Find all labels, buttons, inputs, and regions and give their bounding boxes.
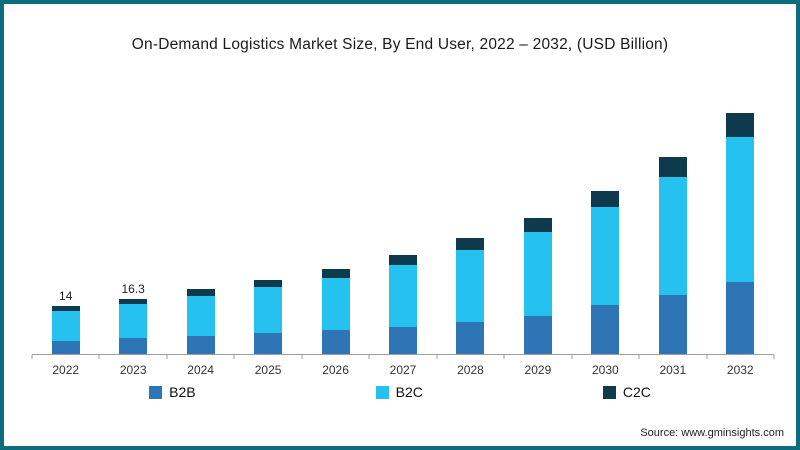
segment-b2c-2023 [119, 304, 148, 339]
segment-b2c-2028 [456, 250, 485, 322]
bar-column-2027 [369, 255, 436, 354]
segment-b2b-2025 [254, 333, 283, 354]
stacked-bar-2031 [658, 156, 687, 354]
segment-b2b-2031 [658, 294, 687, 354]
stacked-bar-2027 [388, 255, 417, 354]
bar-column-2024 [167, 289, 234, 354]
x-tick-label-2026: 2026 [322, 363, 349, 377]
segment-c2c-2027 [388, 255, 417, 266]
segment-b2b-2024 [186, 336, 215, 354]
stacked-bar-2022 [51, 306, 80, 354]
stacked-bar-2026 [321, 269, 350, 354]
x-axis-tick [638, 355, 640, 359]
x-tick-label-2032: 2032 [726, 363, 754, 377]
segment-c2c-2024 [186, 289, 215, 296]
x-axis-tick [368, 355, 370, 359]
legend-label-c2c: C2C [622, 384, 651, 400]
segment-c2c-2029 [523, 218, 552, 232]
x-tick-label-2029: 2029 [524, 363, 552, 377]
legend-swatch-b2b [149, 385, 163, 399]
segment-b2c-2031 [658, 176, 687, 295]
segment-b2b-2027 [388, 326, 417, 354]
plot-area: 14 16.3 [32, 99, 774, 354]
x-axis-tick [233, 355, 235, 359]
bar-column-2023: 16.3 [99, 282, 166, 354]
segment-b2c-2025 [254, 287, 283, 334]
x-tick-label-2031: 2031 [659, 363, 687, 377]
segment-c2c-2025 [254, 279, 283, 288]
bar-value-label-2023: 16.3 [121, 281, 145, 296]
bar-column-2026 [302, 269, 369, 354]
x-tick-label-2028: 2028 [457, 363, 484, 377]
segment-b2b-2029 [523, 315, 552, 354]
legend-item-b2b: B2B [149, 384, 196, 400]
segment-c2c-2023 [119, 298, 148, 305]
bar-column-2028 [437, 238, 504, 354]
chart-title: On-Demand Logistics Market Size, By End … [131, 36, 669, 53]
segment-c2c-2022 [51, 306, 80, 312]
segment-c2c-2026 [321, 269, 350, 278]
segment-b2c-2030 [591, 207, 620, 305]
bar-column-2032 [707, 112, 774, 354]
stacked-bar-2028 [456, 238, 485, 354]
x-tick-label-2030: 2030 [592, 363, 619, 377]
x-tick-label-2024: 2024 [187, 363, 214, 377]
source-attribution: Source: www.gminsights.com [640, 427, 784, 439]
segment-c2c-2031 [658, 156, 687, 177]
segment-b2c-2022 [51, 311, 80, 341]
bar-column-2029 [504, 218, 571, 354]
legend-item-c2c: C2C [602, 384, 651, 400]
legend-swatch-b2c [375, 385, 389, 399]
x-tick-label-2027: 2027 [389, 363, 417, 377]
x-axis-tick [503, 355, 505, 359]
segment-b2b-2026 [321, 330, 350, 354]
segment-b2c-2032 [726, 136, 755, 282]
x-axis-tick [301, 355, 303, 359]
bar-column-2022: 14 [32, 289, 99, 354]
x-axis-tick [98, 355, 100, 359]
segment-b2c-2027 [388, 265, 417, 327]
x-axis-tick [706, 355, 708, 359]
segment-b2b-2022 [51, 340, 80, 354]
segment-b2c-2024 [186, 295, 215, 336]
bar-value-label-2022: 14 [59, 289, 73, 304]
legend-item-b2c: B2C [375, 384, 423, 400]
bar-column-2031 [639, 156, 706, 354]
stacked-bar-2023 [119, 298, 148, 354]
stacked-bar-2030 [591, 190, 620, 354]
x-tick-label-2025: 2025 [254, 363, 282, 377]
bar-column-2030 [572, 190, 639, 354]
segment-b2b-2030 [591, 305, 620, 354]
stacked-bar-2025 [254, 279, 283, 354]
x-axis-tick [773, 355, 775, 359]
x-axis-tick [571, 355, 573, 359]
segment-c2c-2028 [456, 238, 485, 251]
x-tick-label-2023: 2023 [119, 363, 147, 377]
legend: B2B B2C C2C [4, 384, 796, 400]
segment-b2b-2028 [456, 321, 485, 354]
bar-column-2025 [234, 279, 301, 354]
stacked-bar-2024 [186, 289, 215, 354]
x-axis-tick [166, 355, 168, 359]
segment-b2b-2023 [119, 338, 148, 354]
legend-label-b2b: B2B [169, 384, 196, 400]
stacked-bar-2029 [523, 218, 552, 354]
legend-swatch-c2c [602, 385, 616, 399]
x-axis [31, 354, 775, 360]
segment-b2b-2032 [726, 281, 755, 354]
legend-label-b2c: B2C [395, 384, 423, 400]
chart-area: 14 16.3 2022 2023 2024 2025 2026 2027 2028 2029 2… [31, 99, 775, 377]
x-axis-tick [31, 355, 33, 359]
x-tick-label-2022: 2022 [52, 363, 80, 377]
segment-c2c-2032 [726, 112, 755, 137]
stacked-bar-2032 [726, 112, 755, 354]
segment-c2c-2030 [591, 190, 620, 208]
segment-b2c-2029 [523, 231, 552, 316]
x-axis-labels: 2022 2023 2024 2025 2026 2027 2028 2029 2030 2031… [32, 363, 774, 377]
x-axis-tick [436, 355, 438, 359]
segment-b2c-2026 [321, 277, 350, 331]
